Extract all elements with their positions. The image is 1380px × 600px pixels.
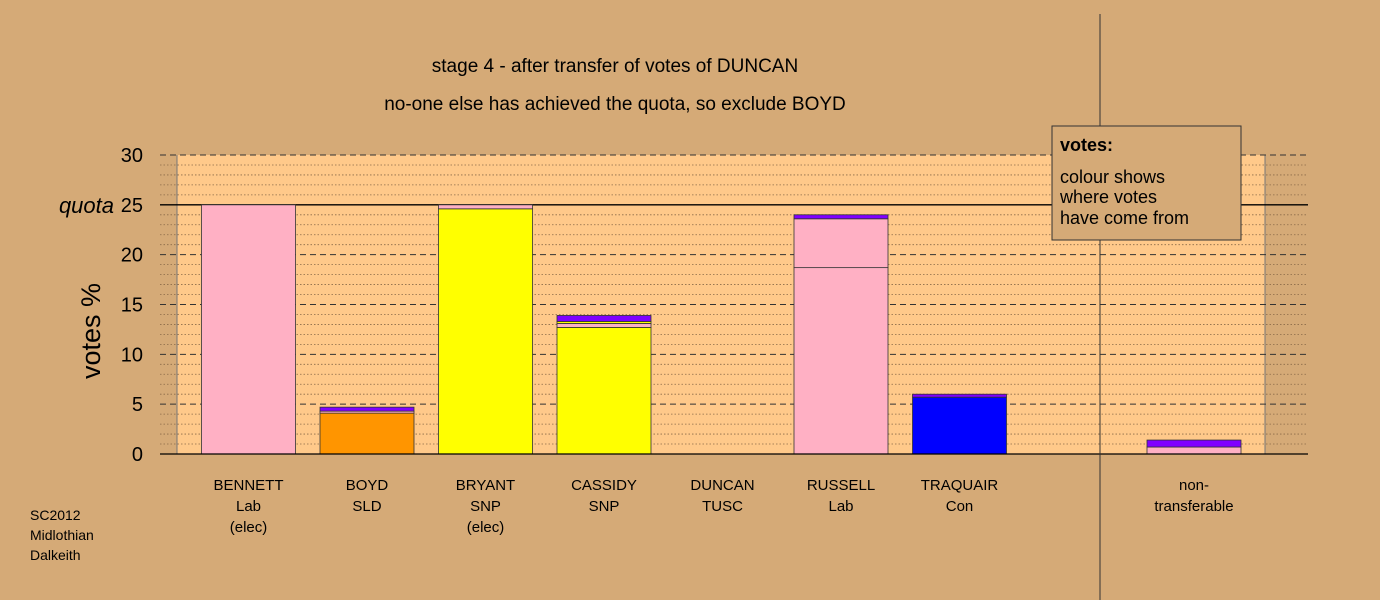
nontransferable-bar-label: non-	[1179, 477, 1209, 494]
candidate-bar-segment	[319, 412, 415, 455]
region-label: SC2012 Midlothian Dalkeith	[30, 507, 94, 563]
y-tick-label: 15	[121, 295, 143, 317]
candidate-bar-label: RUSSELL	[807, 477, 875, 494]
candidate-bar-label: SNP	[470, 498, 501, 515]
legend-line: have come from	[1060, 208, 1189, 228]
candidate-bar-label: SLD	[352, 498, 381, 515]
candidate-bar-segment	[912, 396, 1007, 455]
quota-label: quota	[59, 193, 114, 218]
candidate-bar-label: SNP	[589, 498, 620, 515]
nontransferable-bar-segment	[1146, 439, 1242, 448]
candidate-bar-segment	[793, 218, 889, 269]
nontransferable-bar-label: transferable	[1154, 498, 1233, 515]
candidate-bar-label: DUNCAN	[690, 477, 754, 494]
candidate-bar-label: TRAQUAIR	[921, 477, 999, 494]
candidate-bar-label: Con	[946, 498, 974, 515]
candidate-bar-segment	[556, 327, 652, 455]
legend-box	[1051, 125, 1242, 241]
chart-title: stage 4 - after transfer of votes of DUN…	[432, 56, 798, 77]
nontransferable-bar-segment	[1146, 446, 1242, 455]
candidate-bar-label: (elec)	[467, 519, 505, 536]
region-label-line: SC2012	[30, 507, 81, 523]
candidate-bar-segment	[201, 204, 296, 455]
region-label-line: Dalkeith	[30, 547, 81, 563]
legend-title: votes:	[1060, 135, 1113, 155]
candidate-bar-label: TUSC	[702, 498, 743, 515]
y-tick-label: 5	[132, 394, 143, 416]
candidate-bar-label: BOYD	[346, 477, 389, 494]
legend-line: colour shows	[1060, 167, 1165, 187]
candidate-bar-label: BRYANT	[456, 477, 515, 494]
candidate-bar-segment	[793, 267, 889, 455]
candidate-bar-label: CASSIDY	[571, 477, 637, 494]
candidate-bar-segment	[793, 214, 889, 220]
y-tick-label: 0	[132, 444, 143, 466]
candidate-bar-label: BENNETT	[213, 477, 283, 494]
y-tick-label: 30	[121, 145, 143, 167]
y-axis-title-group: votes %	[76, 283, 106, 379]
candidate-bar-label: Lab	[828, 498, 853, 515]
chart-subtitle: no-one else has achieved the quota, so e…	[384, 94, 846, 115]
candidate-bar-segment	[912, 393, 1007, 398]
candidate-bar-segment	[319, 406, 415, 412]
legend-line: where votes	[1059, 187, 1157, 207]
y-tick-label: 20	[121, 245, 143, 267]
legend: votes: colour shows where votes have com…	[1051, 125, 1242, 241]
candidate-bar-segment	[556, 323, 652, 328]
candidate-bar-segment	[438, 208, 533, 455]
candidate-bar-segment	[556, 315, 652, 322]
y-axis-title: votes %	[76, 283, 106, 379]
y-tick-label: 10	[121, 344, 143, 366]
candidate-bar-label: Lab	[236, 498, 261, 515]
y-tick-label: 25	[121, 195, 143, 217]
candidate-bar-segment	[438, 204, 533, 210]
candidate-bar-label: (elec)	[230, 519, 268, 536]
region-label-line: Midlothian	[30, 527, 94, 543]
